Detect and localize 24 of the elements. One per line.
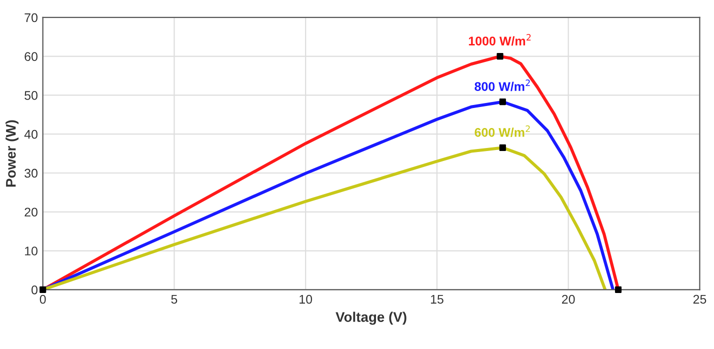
y-axis-title: Power (W) <box>6 120 19 187</box>
series-label: 600 W/m$^{2}$ <box>474 125 530 137</box>
y-tick-label: 60 <box>24 52 38 61</box>
x-tick-label: 25 <box>693 294 706 304</box>
point <box>496 53 504 60</box>
point <box>499 144 506 152</box>
y-tick-label: 20 <box>24 208 38 217</box>
point <box>499 98 506 106</box>
point <box>40 286 46 293</box>
x-tick-label: 20 <box>562 294 575 304</box>
y-tick-label: 40 <box>24 130 38 139</box>
y-tick-label: 10 <box>25 246 38 256</box>
point <box>614 286 622 293</box>
series-label: 800 W/m$^{2}$ <box>474 80 530 92</box>
series-label: 1000 W/m$^{2}$ <box>468 34 531 46</box>
x-tick-label: 5 <box>171 294 178 304</box>
x-tick-label: 10 <box>300 294 312 304</box>
y-tick-label: 50 <box>24 91 38 100</box>
x-tick-label: 15 <box>430 294 444 304</box>
y-tick-label: 30 <box>24 168 38 178</box>
x-tick-label: 0 <box>40 294 46 304</box>
y-tick-label: 0 <box>32 285 38 294</box>
x-axis-title: Voltage (V) <box>336 312 406 325</box>
y-tick-label: 70 <box>24 13 38 22</box>
